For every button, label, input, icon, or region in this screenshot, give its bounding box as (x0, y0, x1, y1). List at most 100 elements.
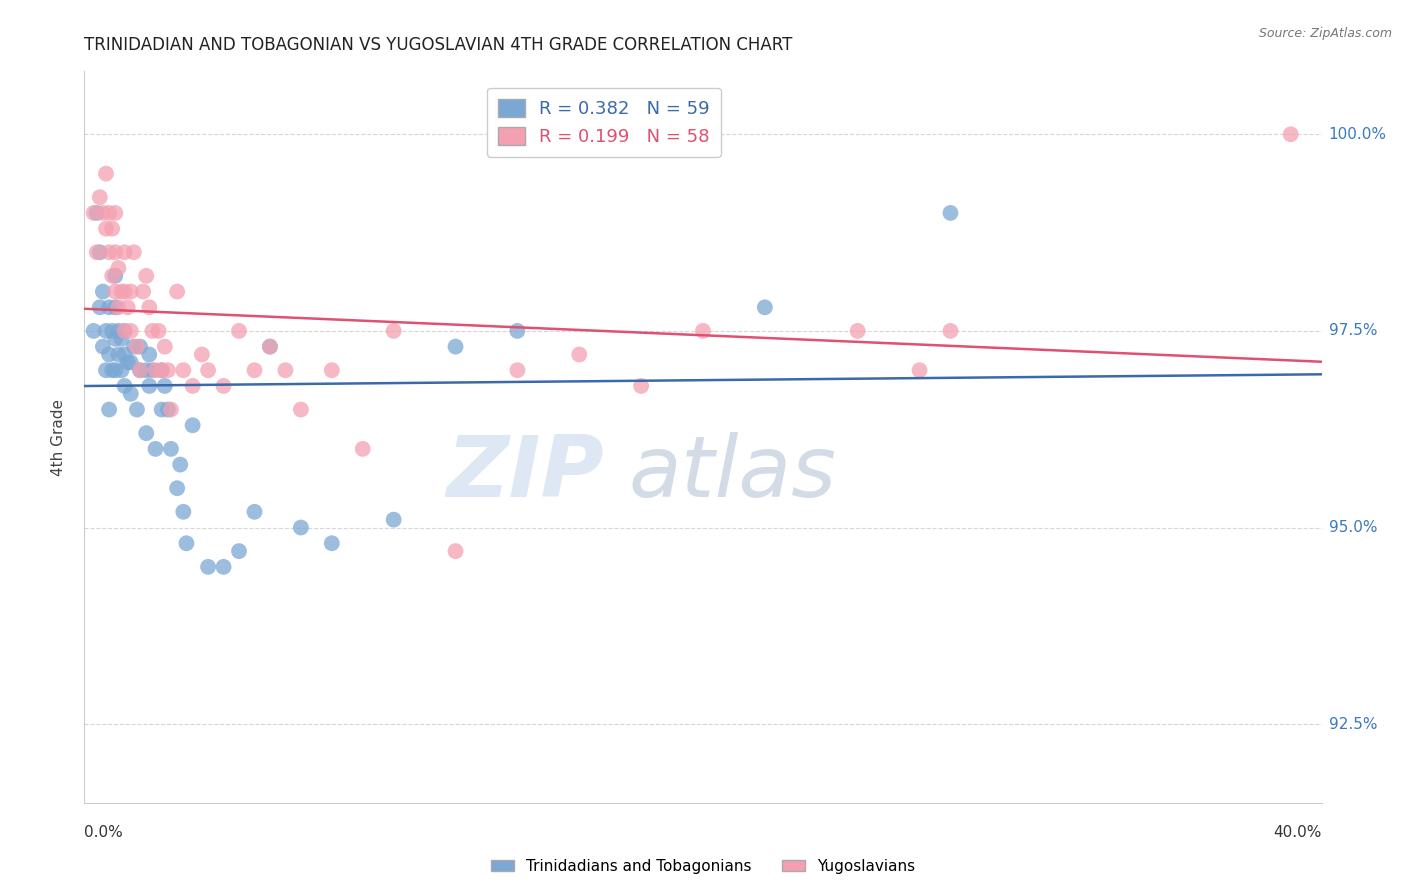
Point (86, 206, 108, 220)
Point (141, 324, 163, 338)
Text: 0.0%: 0.0% (84, 825, 124, 840)
Point (939, 206, 962, 220)
Text: 100.0%: 100.0% (1329, 127, 1386, 142)
Point (122, 245, 145, 260)
Point (166, 285, 188, 299)
Point (107, 324, 129, 338)
Point (117, 301, 139, 315)
Point (138, 347, 160, 361)
Point (166, 481, 188, 495)
Point (908, 363, 931, 377)
Text: 92.5%: 92.5% (1329, 716, 1376, 731)
Text: ZIP: ZIP (446, 432, 605, 516)
Point (352, 442, 374, 456)
Point (191, 347, 214, 361)
Point (89, 245, 111, 260)
Point (86, 245, 108, 260)
Point (259, 340, 281, 354)
Point (228, 544, 250, 558)
Point (114, 324, 136, 338)
Point (114, 285, 136, 299)
Text: 40.0%: 40.0% (1274, 825, 1322, 840)
Point (120, 285, 142, 299)
Point (117, 355, 139, 369)
Point (129, 363, 152, 377)
Point (101, 363, 124, 377)
Point (444, 340, 467, 354)
Point (91, 340, 114, 354)
Point (91, 206, 114, 220)
Point (160, 402, 183, 417)
Point (94, 167, 117, 181)
Point (104, 301, 127, 315)
Point (135, 363, 157, 377)
Point (98, 245, 121, 260)
Point (114, 379, 136, 393)
Point (110, 285, 132, 299)
Point (104, 245, 127, 260)
Point (104, 363, 127, 377)
Point (153, 340, 176, 354)
Point (148, 324, 170, 338)
Point (197, 363, 219, 377)
Point (259, 340, 281, 354)
Point (135, 426, 157, 441)
Point (83, 324, 105, 338)
Point (141, 363, 163, 377)
Y-axis label: 4th Grade: 4th Grade (51, 399, 66, 475)
Point (382, 324, 405, 338)
Point (506, 363, 529, 377)
Point (243, 363, 266, 377)
Point (150, 402, 173, 417)
Point (197, 559, 219, 574)
Text: 95.0%: 95.0% (1329, 520, 1376, 535)
Point (181, 418, 204, 433)
Point (156, 363, 179, 377)
Point (89, 190, 111, 204)
Point (212, 559, 235, 574)
Point (939, 324, 962, 338)
Point (98, 301, 121, 315)
Point (107, 347, 129, 361)
Point (290, 402, 312, 417)
Point (125, 402, 148, 417)
Point (132, 285, 155, 299)
Point (145, 363, 167, 377)
Point (91, 285, 114, 299)
Point (129, 363, 152, 377)
Point (138, 379, 160, 393)
Point (94, 221, 117, 235)
Point (150, 363, 173, 377)
Point (754, 301, 776, 315)
Point (506, 324, 529, 338)
Point (101, 324, 124, 338)
Point (444, 544, 467, 558)
Point (212, 379, 235, 393)
Point (94, 324, 117, 338)
Point (181, 379, 204, 393)
Point (104, 268, 127, 283)
Legend: Trinidadians and Tobagonians, Yugoslavians: Trinidadians and Tobagonians, Yugoslavia… (485, 853, 921, 880)
Point (114, 245, 136, 260)
Point (98, 347, 121, 361)
Point (120, 387, 142, 401)
Point (243, 505, 266, 519)
Point (228, 324, 250, 338)
Point (101, 268, 124, 283)
Point (1279, 128, 1302, 142)
Point (122, 340, 145, 354)
Point (172, 363, 194, 377)
Point (153, 379, 176, 393)
Point (107, 301, 129, 315)
Text: atlas: atlas (628, 432, 837, 516)
Point (290, 520, 312, 534)
Point (135, 268, 157, 283)
Point (692, 324, 714, 338)
Point (172, 505, 194, 519)
Point (94, 363, 117, 377)
Point (104, 285, 127, 299)
Point (150, 363, 173, 377)
Point (114, 324, 136, 338)
Point (107, 260, 129, 275)
Point (114, 347, 136, 361)
